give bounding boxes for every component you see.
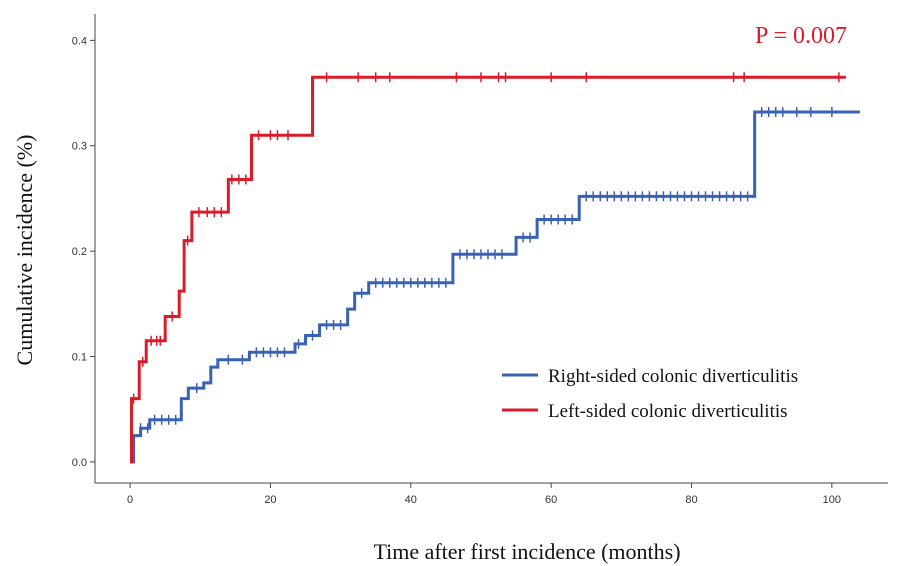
- y-ticks: 0.0 0.1 0.2 0.3 0.4: [72, 35, 95, 469]
- y-tick-label: 0.3: [72, 141, 87, 153]
- legend-label-right-sided: Right-sided colonic diverticulitis: [548, 366, 798, 387]
- axes: [94, 14, 888, 484]
- series-layer: [129, 72, 860, 464]
- legend-label-left-sided: Left-sided colonic diverticulitis: [548, 401, 788, 422]
- series-left-sided: [129, 72, 846, 464]
- y-tick-label: 0.4: [72, 35, 87, 47]
- x-tick-label: 80: [685, 494, 697, 506]
- legend: Right-sided colonic diverticulitis Left-…: [502, 366, 798, 422]
- series-right-sided: [130, 107, 860, 464]
- step-line: [129, 75, 846, 464]
- x-axis-title: Time after first incidence (months): [373, 539, 680, 564]
- p-value-annotation: P = 0.007: [755, 23, 847, 49]
- y-tick-label: 0.1: [72, 352, 87, 364]
- x-tick-label: 60: [545, 494, 557, 506]
- y-tick-label: 0.0: [72, 457, 87, 469]
- x-tick-label: 40: [405, 494, 417, 506]
- x-tick-label: 100: [823, 494, 841, 506]
- y-tick-label: 0.2: [72, 246, 87, 258]
- y-axis-title: Cumulative incidence (%): [12, 135, 37, 366]
- x-ticks: 0 20 40 60 80 100: [127, 483, 841, 506]
- x-tick-label: 20: [264, 494, 276, 506]
- x-tick-label: 0: [127, 494, 133, 506]
